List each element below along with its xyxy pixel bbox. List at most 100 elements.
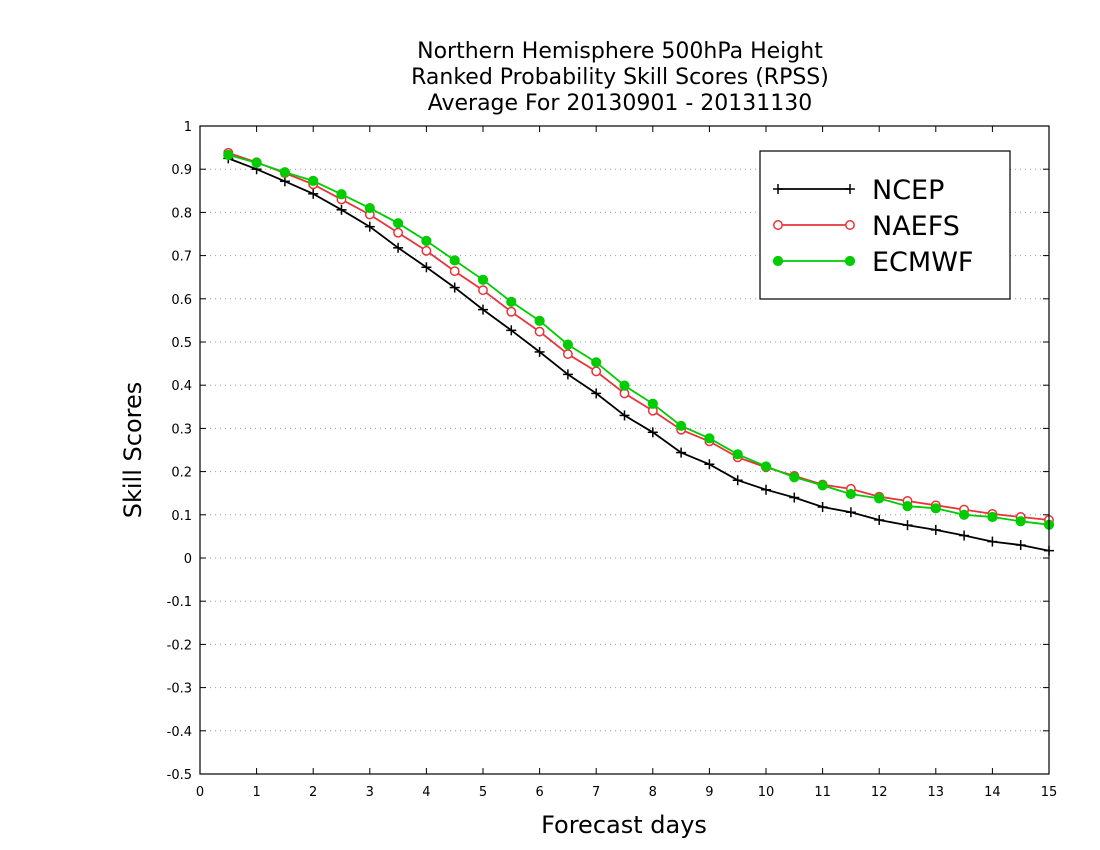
data-point-ecmwf (760, 461, 772, 472)
y-tick-label: -0.3 (167, 682, 192, 697)
data-point-naefs (478, 285, 488, 296)
legend-marker-ecmwf (844, 255, 856, 267)
data-point-ncep (336, 204, 347, 215)
data-point-ecmwf (308, 175, 319, 186)
data-point-ncep (874, 514, 885, 525)
legend-item-naefs: NAEFS (773, 211, 960, 242)
data-point-ncep (647, 427, 658, 438)
y-tick-label: 0.3 (171, 422, 192, 437)
data-point-ecmwf (959, 509, 970, 520)
x-tick-label: 3 (366, 785, 374, 800)
data-point-ecmwf (223, 149, 234, 161)
data-point-ecmwf (845, 488, 857, 500)
data-point-ncep (789, 492, 800, 503)
legend-label-naefs: NAEFS (872, 211, 960, 242)
y-tick-label: -0.1 (167, 595, 192, 610)
x-tick-label: 13 (928, 785, 945, 800)
data-point-naefs (562, 349, 573, 360)
x-tick-label: 11 (814, 785, 831, 800)
y-tick-label: 0.2 (171, 466, 192, 481)
data-point-ecmwf (506, 296, 517, 307)
data-point-ecmwf (676, 420, 687, 431)
data-point-ecmwf (336, 189, 347, 200)
data-point-ncep (676, 447, 687, 458)
data-point-ecmwf (789, 472, 800, 483)
data-point-naefs (591, 366, 602, 377)
data-point-ncep (732, 475, 743, 486)
data-point-ecmwf (619, 380, 630, 391)
data-point-ecmwf (987, 511, 998, 523)
series-line-ncep (227, 157, 1050, 552)
legend-marker-naefs (773, 220, 783, 230)
plot-area-frame (199, 125, 1050, 775)
data-point-ecmwf (449, 255, 460, 266)
data-point-ncep (845, 507, 856, 518)
x-tick-label: 12 (871, 785, 888, 800)
data-point-ecmwf (874, 493, 885, 504)
data-point-ecmwf (393, 218, 404, 229)
legend-label-ncep: NCEP (872, 175, 944, 206)
data-point-ecmwf (930, 503, 941, 514)
y-tick-label: 0.7 (171, 250, 192, 265)
legend-marker-ecmwf (772, 255, 784, 267)
y-tick-label: 1 (184, 120, 192, 135)
y-tick-label: 0.4 (171, 379, 192, 394)
series-ecmwf (223, 149, 1055, 530)
data-point-ncep (959, 530, 970, 541)
chart-title-line-3: Average For 20130901 - 20131130 (428, 91, 813, 116)
x-tick-label: 7 (592, 785, 600, 800)
x-axis-label: Forecast days (541, 811, 707, 839)
data-point-ecmwf (647, 398, 658, 409)
data-point-naefs (506, 306, 517, 317)
x-tick-label: 1 (252, 785, 260, 800)
data-point-naefs (393, 227, 404, 238)
data-point-ecmwf (534, 315, 545, 326)
data-point-ncep (987, 536, 998, 547)
data-point-ecmwf (704, 433, 715, 444)
data-point-ncep (817, 502, 828, 513)
data-point-ncep (619, 410, 630, 421)
x-tick-label: 15 (1041, 785, 1058, 800)
legend-item-ncep: NCEP (773, 175, 944, 206)
y-tick-label: 0.9 (171, 163, 192, 178)
data-point-ecmwf (251, 157, 262, 168)
y-tick-label: 0 (184, 552, 192, 567)
data-point-ecmwf (732, 449, 743, 460)
legend-marker-naefs (845, 220, 855, 230)
x-tick-label: 8 (649, 785, 657, 800)
data-point-ncep (449, 282, 460, 293)
y-tick-label: 0.6 (171, 293, 192, 308)
data-point-ncep (930, 524, 941, 535)
data-point-ncep (506, 325, 517, 336)
data-point-ecmwf (279, 167, 290, 178)
data-point-ncep (308, 188, 319, 199)
data-point-ecmwf (364, 202, 375, 214)
axis-ticks: -0.5 -0.4 -0.3 -0.2 -0.1 0 0.1 0.2 0.3 0.4 0.5 0.6 0… (167, 120, 1058, 800)
chart-title-line-2: Ranked Probability Skill Scores (RPSS) (411, 65, 829, 90)
x-tick-label: 5 (479, 785, 487, 800)
x-tick-label: 4 (422, 785, 430, 800)
y-tick-label: 0.1 (171, 509, 192, 524)
data-point-naefs (449, 266, 460, 277)
y-tick-label: 0.5 (171, 336, 192, 351)
data-point-ecmwf (902, 501, 913, 512)
data-point-ncep (421, 262, 432, 273)
data-point-ncep (1015, 540, 1026, 551)
data-point-naefs (534, 326, 545, 337)
data-point-ncep (364, 221, 375, 232)
legend-marker-ncep (773, 184, 783, 194)
y-tick-label: -0.4 (167, 725, 192, 740)
chart-title: Northern Hemisphere 500hPa Height Ranked… (411, 39, 829, 116)
y-tick-label: 0.8 (171, 206, 192, 221)
legend: NCEP NAEFS ECMWF (759, 150, 1011, 300)
data-point-ncep (902, 520, 913, 531)
data-point-ecmwf (1015, 516, 1026, 527)
y-tick-label: -0.2 (167, 638, 192, 653)
x-tick-label: 9 (705, 785, 713, 800)
data-point-ecmwf (591, 357, 602, 368)
data-point-ncep (478, 304, 488, 315)
data-point-ncep (704, 459, 715, 470)
x-tick-label: 6 (535, 785, 543, 800)
data-point-ecmwf (562, 339, 574, 350)
